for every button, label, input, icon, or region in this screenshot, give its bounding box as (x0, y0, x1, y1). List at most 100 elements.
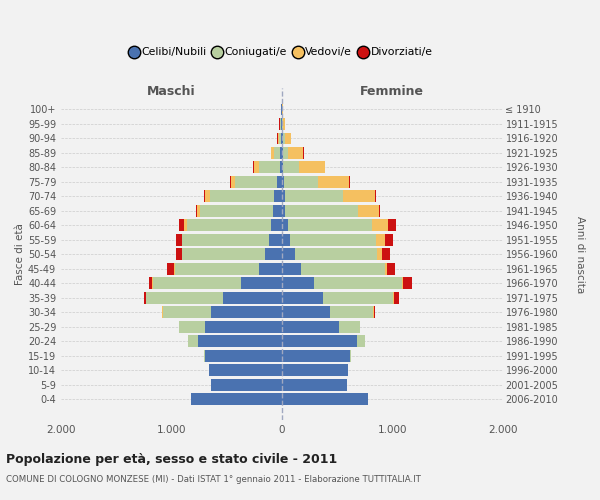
Bar (394, 292, 399, 304)
Bar (282, 248, 295, 260)
Bar (372, 220, 388, 232)
Bar (197, 205, 200, 217)
Bar (282, 234, 290, 246)
Bar (269, 234, 282, 246)
Bar (277, 176, 282, 188)
Bar (254, 162, 259, 173)
Bar (265, 248, 282, 260)
Bar (149, 278, 152, 289)
Bar (203, 350, 205, 362)
Bar (282, 147, 283, 159)
Bar (282, 278, 314, 289)
Bar (283, 162, 299, 173)
Bar (301, 263, 385, 274)
Bar (211, 306, 282, 318)
Bar (357, 336, 365, 347)
Bar (273, 205, 282, 217)
Bar (280, 118, 281, 130)
Bar (282, 263, 301, 274)
Bar (274, 147, 280, 159)
Bar (375, 190, 376, 202)
Bar (339, 321, 359, 332)
Bar (235, 176, 277, 188)
Bar (288, 220, 372, 232)
Bar (259, 162, 280, 173)
Bar (175, 263, 259, 274)
Text: Femmine: Femmine (360, 85, 424, 98)
Bar (283, 147, 287, 159)
Bar (241, 278, 282, 289)
Bar (282, 306, 331, 318)
Bar (385, 263, 387, 274)
Bar (379, 205, 380, 217)
Bar (163, 306, 211, 318)
Bar (144, 292, 146, 304)
Bar (374, 306, 375, 318)
Bar (299, 162, 325, 173)
Bar (282, 321, 339, 332)
Bar (317, 176, 349, 188)
Bar (205, 350, 282, 362)
Bar (331, 306, 373, 318)
Bar (282, 393, 368, 405)
Bar (376, 234, 385, 246)
Bar (282, 336, 357, 347)
Bar (152, 278, 241, 289)
Y-axis label: Fasce di età: Fasce di età (15, 224, 25, 285)
Bar (285, 205, 358, 217)
Bar (271, 220, 282, 232)
Y-axis label: Anni di nascita: Anni di nascita (575, 216, 585, 293)
Bar (282, 205, 285, 217)
Bar (382, 248, 389, 260)
Bar (205, 321, 282, 332)
Bar (282, 118, 283, 130)
Bar (295, 248, 377, 260)
Bar (387, 263, 395, 274)
Bar (282, 220, 288, 232)
Bar (204, 190, 205, 202)
Bar (358, 205, 379, 217)
Bar (176, 248, 182, 260)
Bar (282, 350, 350, 362)
Text: Maschi: Maschi (147, 85, 196, 98)
Bar (282, 176, 284, 188)
Bar (280, 147, 282, 159)
Bar (284, 190, 343, 202)
Bar (281, 118, 282, 130)
Bar (161, 306, 163, 318)
Bar (281, 132, 282, 144)
Bar (385, 234, 393, 246)
Text: Popolazione per età, sesso e stato civile - 2011: Popolazione per età, sesso e stato civil… (6, 452, 337, 466)
Bar (343, 190, 375, 202)
Bar (271, 147, 274, 159)
Bar (146, 292, 223, 304)
Bar (167, 263, 175, 274)
Bar (350, 350, 351, 362)
Bar (282, 364, 348, 376)
Bar (377, 248, 382, 260)
Bar (403, 278, 412, 289)
Bar (323, 292, 394, 304)
Bar (200, 205, 273, 217)
Bar (282, 292, 323, 304)
Bar (388, 220, 396, 232)
Bar (191, 393, 282, 405)
Bar (179, 321, 205, 332)
Text: COMUNE DI COLOGNO MONZESE (MI) - Dati ISTAT 1° gennaio 2011 - Elaborazione TUTTI: COMUNE DI COLOGNO MONZESE (MI) - Dati IS… (6, 475, 421, 484)
Bar (205, 190, 210, 202)
Bar (278, 132, 281, 144)
Bar (196, 205, 197, 217)
Bar (230, 176, 235, 188)
Bar (290, 234, 376, 246)
Bar (179, 220, 184, 232)
Bar (198, 336, 282, 347)
Bar (287, 147, 303, 159)
Bar (209, 364, 282, 376)
Bar (211, 378, 282, 390)
Bar (274, 190, 282, 202)
Bar (402, 278, 403, 289)
Bar (282, 132, 283, 144)
Bar (282, 190, 284, 202)
Bar (188, 336, 198, 347)
Bar (282, 378, 347, 390)
